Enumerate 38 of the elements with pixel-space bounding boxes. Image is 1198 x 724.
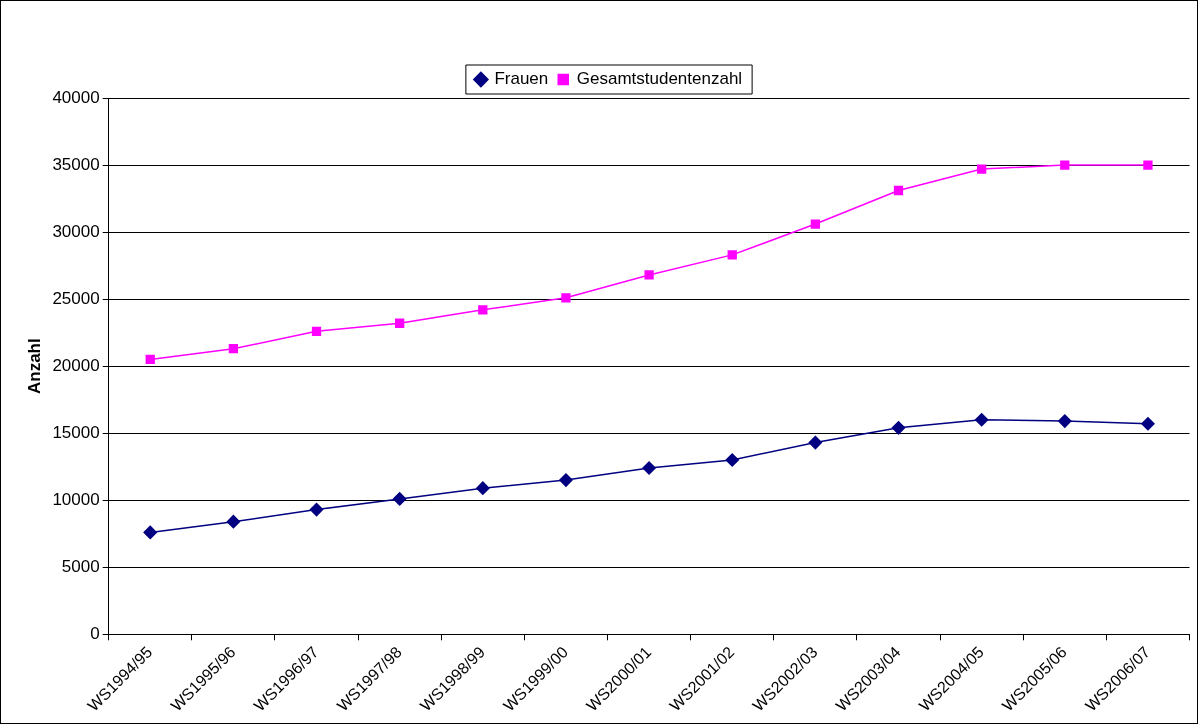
y-tick-label: 5000	[61, 556, 100, 576]
point	[1058, 414, 1072, 428]
point	[644, 270, 654, 280]
point	[226, 514, 241, 529]
y-tick-label: 20000	[52, 355, 100, 375]
point	[1060, 160, 1070, 170]
y-tick-label: 25000	[52, 288, 100, 308]
y-axis-title: Anzahl	[24, 338, 44, 395]
point	[727, 250, 737, 260]
y-tick-label: 35000	[52, 154, 100, 174]
point	[1143, 160, 1153, 170]
point	[725, 453, 739, 467]
point	[309, 502, 324, 517]
y-tick-label: 30000	[52, 221, 100, 241]
y-tick-label: 40000	[52, 87, 100, 107]
y-tick-label: 0	[90, 623, 100, 643]
point	[810, 219, 821, 229]
point	[977, 164, 987, 174]
point	[808, 435, 823, 450]
point	[559, 473, 573, 487]
point	[561, 293, 571, 303]
point	[228, 344, 239, 354]
point	[1141, 417, 1155, 431]
legend-label: Gesamtstudentenzahl	[576, 69, 743, 89]
point	[392, 492, 407, 506]
y-tick-label: 10000	[52, 489, 100, 509]
point	[974, 413, 989, 427]
point	[311, 326, 322, 336]
point	[642, 461, 656, 475]
point	[476, 481, 490, 495]
legend-label: Frauen	[494, 69, 549, 89]
point	[893, 185, 904, 196]
point	[395, 318, 405, 328]
point	[143, 525, 157, 540]
point	[891, 421, 906, 435]
point	[145, 354, 155, 365]
y-tick-label: 15000	[52, 422, 100, 442]
point	[478, 305, 488, 315]
